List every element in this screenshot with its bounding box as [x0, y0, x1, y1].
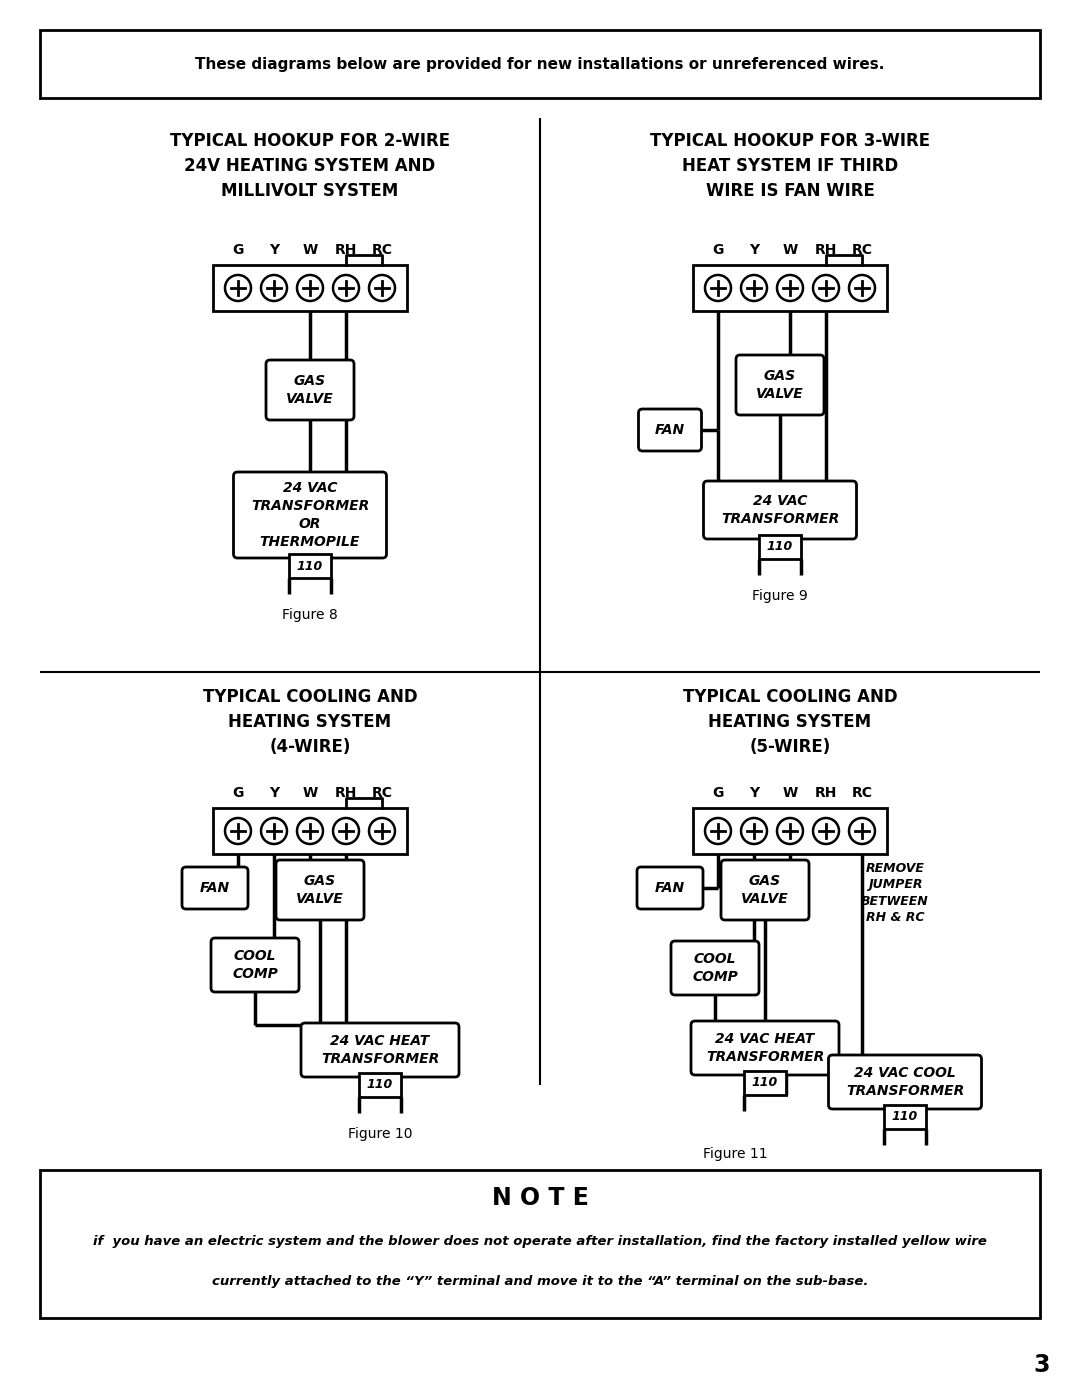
Text: RH: RH: [814, 787, 837, 800]
FancyBboxPatch shape: [183, 868, 248, 909]
Text: Figure 11: Figure 11: [703, 1147, 767, 1161]
Text: 24 VAC
TRANSFORMER
OR
THERMOPILE: 24 VAC TRANSFORMER OR THERMOPILE: [251, 481, 369, 549]
Text: 110: 110: [892, 1111, 918, 1123]
FancyBboxPatch shape: [266, 360, 354, 420]
Text: FAN: FAN: [654, 423, 685, 437]
Text: RH: RH: [335, 243, 357, 257]
Text: 24 VAC HEAT
TRANSFORMER: 24 VAC HEAT TRANSFORMER: [321, 1034, 440, 1066]
Bar: [213, 807, 407, 854]
Circle shape: [777, 275, 804, 300]
Text: GAS
VALVE: GAS VALVE: [741, 875, 788, 905]
Text: 24 VAC HEAT
TRANSFORMER: 24 VAC HEAT TRANSFORMER: [706, 1032, 824, 1065]
Text: TYPICAL COOLING AND
HEATING SYSTEM
(5-WIRE): TYPICAL COOLING AND HEATING SYSTEM (5-WI…: [683, 687, 897, 756]
Text: RC: RC: [372, 787, 392, 800]
Text: GAS
VALVE: GAS VALVE: [756, 369, 804, 401]
Text: TYPICAL COOLING AND
HEATING SYSTEM
(4-WIRE): TYPICAL COOLING AND HEATING SYSTEM (4-WI…: [203, 687, 417, 756]
Bar: [744, 1071, 786, 1095]
Bar: [213, 265, 407, 312]
Text: Figure 10: Figure 10: [348, 1127, 413, 1141]
FancyBboxPatch shape: [828, 1055, 982, 1109]
Text: Y: Y: [269, 787, 279, 800]
Bar: [40, 1171, 1040, 1317]
Text: TYPICAL HOOKUP FOR 3-WIRE
HEAT SYSTEM IF THIRD
WIRE IS FAN WIRE: TYPICAL HOOKUP FOR 3-WIRE HEAT SYSTEM IF…: [650, 131, 930, 200]
Circle shape: [225, 275, 251, 300]
Text: G: G: [232, 787, 244, 800]
Text: GAS
VALVE: GAS VALVE: [286, 374, 334, 407]
Circle shape: [849, 819, 875, 844]
Text: W: W: [302, 243, 318, 257]
Text: 110: 110: [767, 541, 793, 553]
FancyBboxPatch shape: [637, 868, 703, 909]
Text: N O T E: N O T E: [491, 1186, 589, 1210]
FancyBboxPatch shape: [211, 937, 299, 992]
Text: COOL
COMP: COOL COMP: [692, 953, 738, 983]
Text: Y: Y: [748, 787, 759, 800]
Text: RH: RH: [335, 787, 357, 800]
Text: REMOVE
JUMPER
BETWEEN
RH & RC: REMOVE JUMPER BETWEEN RH & RC: [861, 862, 929, 925]
Text: Figure 8: Figure 8: [282, 608, 338, 622]
Text: 110: 110: [297, 560, 323, 573]
Text: These diagrams below are provided for new installations or unreferenced wires.: These diagrams below are provided for ne…: [195, 56, 885, 71]
FancyBboxPatch shape: [671, 942, 759, 995]
FancyBboxPatch shape: [735, 355, 824, 415]
Text: G: G: [713, 243, 724, 257]
Text: currently attached to the “Y” terminal and move it to the “A” terminal on the su: currently attached to the “Y” terminal a…: [212, 1275, 868, 1288]
Text: RC: RC: [851, 243, 873, 257]
Circle shape: [333, 819, 359, 844]
Circle shape: [705, 275, 731, 300]
Text: W: W: [782, 787, 798, 800]
Text: W: W: [302, 787, 318, 800]
FancyBboxPatch shape: [703, 481, 856, 539]
Circle shape: [333, 275, 359, 300]
Circle shape: [705, 819, 731, 844]
Text: Y: Y: [748, 243, 759, 257]
Circle shape: [813, 275, 839, 300]
Text: TYPICAL HOOKUP FOR 2-WIRE
24V HEATING SYSTEM AND
MILLIVOLT SYSTEM: TYPICAL HOOKUP FOR 2-WIRE 24V HEATING SY…: [170, 131, 450, 200]
Circle shape: [297, 275, 323, 300]
Circle shape: [369, 819, 395, 844]
Text: 3: 3: [1034, 1354, 1050, 1377]
Circle shape: [741, 819, 767, 844]
Bar: [40, 29, 1040, 98]
FancyBboxPatch shape: [638, 409, 702, 451]
Bar: [885, 1105, 926, 1129]
Text: GAS
VALVE: GAS VALVE: [296, 875, 343, 905]
Text: 24 VAC COOL
TRANSFORMER: 24 VAC COOL TRANSFORMER: [846, 1066, 964, 1098]
Bar: [693, 807, 887, 854]
Circle shape: [777, 819, 804, 844]
Text: 24 VAC
TRANSFORMER: 24 VAC TRANSFORMER: [720, 495, 839, 525]
Text: FAN: FAN: [200, 882, 230, 895]
Circle shape: [741, 275, 767, 300]
Bar: [359, 1073, 401, 1097]
Circle shape: [369, 275, 395, 300]
Text: RC: RC: [851, 787, 873, 800]
Circle shape: [225, 819, 251, 844]
Text: W: W: [782, 243, 798, 257]
Circle shape: [261, 819, 287, 844]
FancyBboxPatch shape: [276, 861, 364, 921]
Bar: [289, 555, 330, 578]
FancyBboxPatch shape: [691, 1021, 839, 1076]
Text: 110: 110: [367, 1078, 393, 1091]
Text: Y: Y: [269, 243, 279, 257]
Text: Figure 9: Figure 9: [752, 590, 808, 604]
Bar: [759, 535, 801, 559]
FancyBboxPatch shape: [721, 861, 809, 921]
Text: G: G: [713, 787, 724, 800]
Circle shape: [261, 275, 287, 300]
Text: 110: 110: [752, 1077, 778, 1090]
FancyBboxPatch shape: [301, 1023, 459, 1077]
Text: G: G: [232, 243, 244, 257]
Circle shape: [297, 819, 323, 844]
Bar: [693, 265, 887, 312]
FancyBboxPatch shape: [233, 472, 387, 557]
Text: RC: RC: [372, 243, 392, 257]
Text: FAN: FAN: [654, 882, 685, 895]
Text: COOL
COMP: COOL COMP: [232, 949, 278, 981]
Text: RH: RH: [814, 243, 837, 257]
Text: if  you have an electric system and the blower does not operate after installati: if you have an electric system and the b…: [93, 1235, 987, 1249]
Circle shape: [813, 819, 839, 844]
Circle shape: [849, 275, 875, 300]
